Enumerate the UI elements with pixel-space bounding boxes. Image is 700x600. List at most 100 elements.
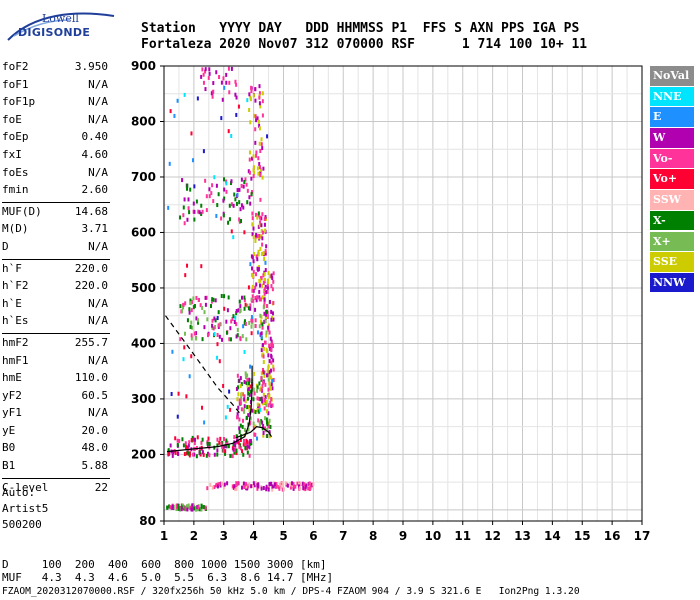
echo-point	[238, 426, 241, 431]
echo-point	[259, 197, 262, 202]
echo-point	[236, 415, 239, 420]
param-row: D N/A	[2, 240, 108, 258]
param-row: MUF(D) 14.68	[2, 205, 108, 223]
echo-point	[294, 484, 297, 489]
footer-distance-line: D 100 200 400 600 800 1000 1500 3000 [km…	[2, 558, 327, 571]
param-name: foEp	[2, 130, 29, 144]
echo-point	[254, 87, 257, 92]
echo-point	[256, 234, 259, 239]
echo-point	[193, 304, 196, 309]
echo-point	[269, 424, 272, 429]
echo-point	[192, 437, 195, 442]
echo-point	[211, 323, 214, 328]
echo-point	[225, 181, 228, 186]
echo-point	[243, 394, 246, 399]
echo-point	[265, 244, 268, 249]
echo-point	[262, 305, 265, 310]
echo-point	[292, 482, 295, 487]
echo-point	[252, 371, 255, 376]
echo-point	[188, 374, 191, 379]
echo-point	[196, 505, 199, 510]
echo-point	[182, 302, 185, 307]
echo-point	[250, 297, 253, 302]
echo-point	[201, 209, 204, 214]
echo-point	[243, 380, 246, 385]
echo-point	[264, 426, 267, 431]
echo-point	[197, 320, 200, 325]
echo-point	[226, 308, 229, 313]
param-value: N/A	[88, 406, 108, 420]
echo-point	[184, 506, 187, 511]
echo-point	[240, 219, 243, 224]
echo-point	[262, 367, 265, 372]
echo-point	[224, 451, 227, 456]
echo-point	[269, 346, 272, 351]
echo-point	[251, 222, 254, 227]
echo-point	[195, 199, 198, 204]
echo-point	[232, 314, 235, 319]
echo-point	[217, 482, 220, 487]
echo-point	[239, 207, 242, 212]
echo-point	[304, 485, 307, 490]
echo-point	[263, 319, 266, 324]
echo-point	[239, 309, 242, 314]
echo-point	[225, 444, 228, 449]
echo-point	[270, 403, 273, 408]
echo-point	[204, 67, 207, 72]
echo-point	[262, 397, 265, 402]
param-divider	[2, 258, 110, 262]
echo-point	[272, 300, 275, 305]
echo-point	[224, 444, 227, 449]
echo-point	[181, 437, 184, 442]
param-name: h`E	[2, 296, 22, 310]
echo-point	[286, 483, 289, 488]
echo-point	[166, 505, 169, 510]
echo-point	[194, 505, 197, 510]
echo-point	[189, 505, 192, 510]
echo-point	[248, 453, 251, 458]
y-tick-label: 600	[131, 225, 156, 239]
echo-point	[236, 481, 239, 486]
param-name: MUF(D)	[2, 204, 42, 218]
echo-point	[258, 126, 261, 131]
echo-point	[244, 321, 247, 326]
echo-point	[259, 319, 262, 324]
echo-point	[201, 67, 204, 72]
echo-point	[250, 89, 253, 94]
echo-point	[267, 377, 270, 382]
echo-point	[238, 378, 241, 383]
echo-point	[308, 486, 311, 491]
param-value: 220.0	[74, 261, 108, 275]
echo-point	[262, 280, 265, 285]
echo-point	[196, 96, 199, 101]
echo-point	[271, 386, 274, 391]
echo-point	[233, 192, 236, 197]
echo-point	[190, 131, 193, 136]
echo-point	[171, 504, 174, 509]
echo-point	[271, 341, 274, 346]
echo-point	[175, 505, 178, 510]
echo-point	[256, 385, 259, 390]
echo-point	[266, 134, 269, 139]
echo-point	[263, 287, 266, 292]
echo-point	[308, 481, 311, 486]
echo-point	[250, 273, 253, 278]
echo-point	[252, 93, 255, 98]
echo-point	[195, 454, 198, 459]
echo-point	[257, 211, 260, 216]
echo-point	[186, 504, 189, 509]
echo-point	[267, 487, 270, 492]
echo-point	[267, 353, 270, 358]
echo-point	[169, 109, 172, 114]
echo-point	[221, 444, 224, 449]
param-name: foF1p	[2, 95, 36, 109]
echo-point	[212, 81, 215, 86]
echo-point	[268, 343, 271, 348]
echo-point	[280, 484, 283, 489]
echo-point	[212, 199, 215, 204]
echo-point	[302, 485, 305, 490]
echo-point	[262, 392, 265, 397]
echo-point	[259, 104, 262, 109]
echo-point	[169, 443, 172, 448]
echo-point	[212, 89, 215, 94]
